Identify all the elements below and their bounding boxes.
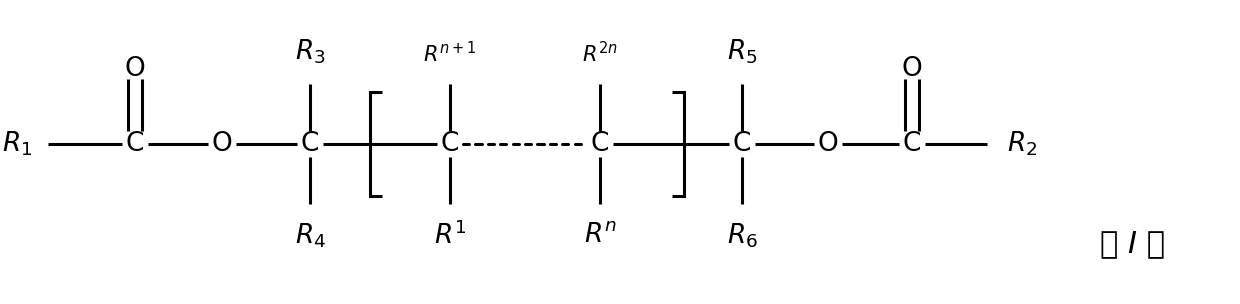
Text: O: O [817, 131, 838, 157]
Text: $R_1$: $R_1$ [1, 130, 32, 158]
Text: $R_6$: $R_6$ [727, 222, 758, 250]
Text: C: C [301, 131, 319, 157]
Text: O: O [901, 56, 923, 82]
Text: $R^{2n}$: $R^{2n}$ [583, 41, 618, 66]
Text: C: C [440, 131, 459, 157]
Text: $R_5$: $R_5$ [727, 37, 758, 66]
Text: O: O [125, 56, 145, 82]
Text: O: O [212, 131, 232, 157]
Text: $R_4$: $R_4$ [295, 222, 325, 250]
Text: $R^1$: $R^1$ [434, 222, 466, 250]
Text: 式 I ，: 式 I ， [1100, 230, 1166, 258]
Text: C: C [903, 131, 921, 157]
Text: C: C [125, 131, 144, 157]
Text: $R_3$: $R_3$ [295, 37, 325, 66]
Text: $R_2$: $R_2$ [1007, 130, 1038, 158]
Text: C: C [590, 131, 609, 157]
Text: $R^n$: $R^n$ [584, 222, 616, 248]
Text: $R^{n+1}$: $R^{n+1}$ [423, 41, 476, 66]
Text: C: C [733, 131, 751, 157]
